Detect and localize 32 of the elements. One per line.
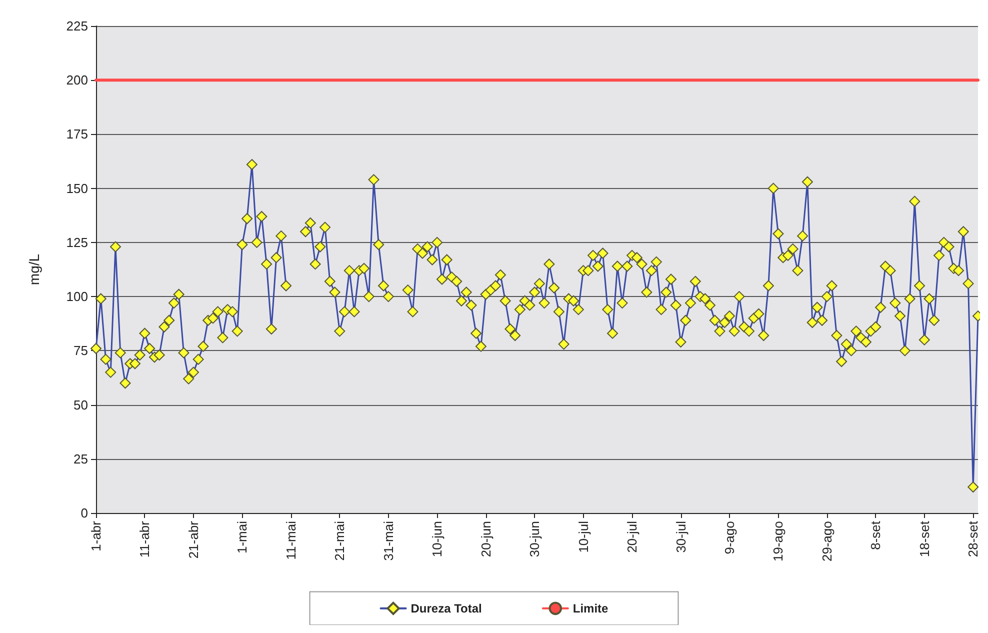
x-tick-label: 18-set [916, 520, 932, 558]
x-tick-label: 30-jun [527, 521, 542, 558]
x-tick-label: 31-mai [380, 520, 396, 561]
x-tick-label: 1-mai [234, 520, 250, 554]
legend-label: Limite [572, 601, 609, 616]
y-tick-label: 25 [74, 451, 88, 466]
x-tick-label: 10-jul [576, 520, 591, 553]
x-tick-label: 21-mai [332, 520, 348, 561]
x-tick-label: 30-jul [673, 520, 688, 553]
y-tick-label: 150 [66, 180, 88, 196]
x-tick-label: 28-set [966, 520, 981, 558]
x-tick-label: 29-ago [819, 521, 834, 562]
x-tick-label: 9-ago [722, 521, 737, 554]
legend-label: Dureza Total [410, 601, 482, 616]
y-axis-title: mg/L [26, 254, 42, 286]
x-tick-label: 19-ago [770, 521, 786, 562]
x-tick-label: 8-set [868, 520, 884, 550]
y-tick-label: 50 [74, 397, 88, 412]
x-tick-label: 21-abr [186, 520, 201, 559]
y-tick-label: 100 [66, 289, 88, 304]
x-tick-label: 10-jun [430, 521, 445, 558]
x-tick-label: 20-jul [624, 520, 640, 553]
x-tick-label: 20-jun [478, 521, 494, 558]
y-tick-label: 200 [66, 72, 88, 88]
y-tick-label: 0 [80, 506, 88, 520]
x-tick-label: 11-abr [137, 520, 152, 558]
y-tick-label: 125 [66, 234, 88, 250]
y-tick-label: 75 [74, 343, 88, 358]
y-tick-label: 225 [66, 18, 88, 34]
x-tick-label: 11-mai [283, 520, 298, 560]
y-tick-label: 175 [66, 126, 88, 142]
x-tick-label: 1-abr [88, 520, 104, 552]
